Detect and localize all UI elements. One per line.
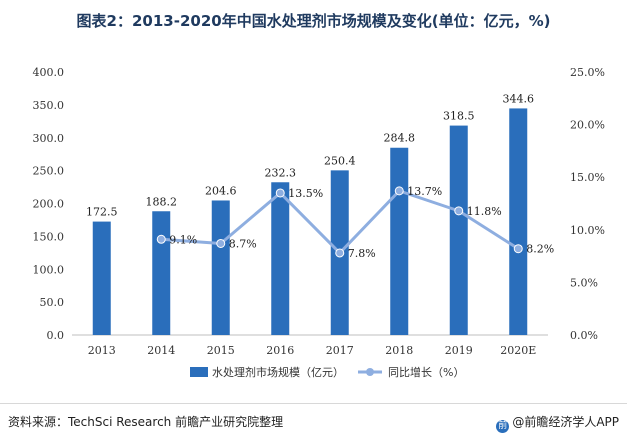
- growth-point: [394, 186, 404, 196]
- category-label: 2018: [385, 344, 413, 357]
- left-tick-label: 150.0: [33, 230, 65, 243]
- footer-divider: [0, 403, 627, 404]
- category-label: 2014: [147, 344, 175, 357]
- growth-line-series: [156, 186, 523, 258]
- footer: 资料来源：TechSci Research 前瞻产业研究院整理 前 @前瞻经济学人…: [8, 410, 619, 433]
- growth-point: [513, 244, 523, 254]
- category-label: 2013: [88, 344, 116, 357]
- left-tick-label: 200.0: [33, 198, 65, 211]
- brand-credit: 前 @前瞻经济学人APP: [496, 413, 619, 433]
- brand-logo-icon: 前: [496, 420, 510, 433]
- bar-value-label: 344.6: [503, 92, 535, 105]
- left-tick-label: 400.0: [33, 66, 65, 79]
- growth-value-labels: 9.1% 8.7% 13.5% 7.8% 13.7% 11.8% 8.2%: [169, 185, 554, 260]
- bar: [390, 147, 409, 335]
- legend: 水处理剂市场规模（亿元） 同比增长（%）: [190, 365, 464, 379]
- left-axis-ticks: 0.0 50.0 100.0 150.0 200.0 250.0 300.0 350.0 400…: [33, 66, 65, 342]
- growth-value-label: 7.8%: [348, 247, 376, 260]
- right-tick-label: 5.0%: [570, 276, 598, 289]
- bar: [509, 108, 528, 335]
- bar: [271, 182, 290, 335]
- growth-point: [156, 234, 166, 244]
- brand-text: @前瞻经济学人APP: [512, 415, 619, 429]
- right-tick-label: 25.0%: [570, 66, 605, 79]
- right-tick-label: 15.0%: [570, 171, 605, 184]
- bar: [152, 211, 171, 335]
- right-tick-label: 0.0%: [570, 329, 598, 342]
- bar-value-label: 232.3: [265, 166, 297, 179]
- category-label: 2017: [326, 344, 354, 357]
- category-label: 2016: [266, 344, 294, 357]
- bar-value-label: 250.4: [324, 154, 356, 167]
- bar: [92, 221, 111, 335]
- growth-point: [275, 188, 285, 198]
- growth-value-label: 11.8%: [467, 205, 502, 218]
- growth-value-label: 8.7%: [229, 237, 257, 250]
- bar-value-label: 172.5: [86, 206, 118, 219]
- legend-line-marker: [366, 368, 374, 376]
- bar-value-label: 318.5: [443, 110, 475, 123]
- growth-value-label: 9.1%: [169, 233, 197, 246]
- growth-point: [335, 248, 345, 258]
- right-axis-ticks: 0.0% 5.0% 10.0% 15.0% 20.0% 25.0%: [570, 66, 605, 342]
- bar-value-label: 284.8: [384, 132, 416, 145]
- bar-series: [92, 108, 528, 336]
- left-tick-label: 300.0: [33, 132, 65, 145]
- left-tick-label: 350.0: [33, 99, 65, 112]
- growth-value-label: 13.7%: [407, 185, 442, 198]
- category-label: 2015: [207, 344, 235, 357]
- left-tick-label: 50.0: [40, 296, 65, 309]
- bar: [211, 200, 230, 335]
- growth-value-label: 8.2%: [526, 243, 554, 256]
- bar-value-label: 188.2: [146, 195, 178, 208]
- category-label: 2020E: [500, 344, 536, 357]
- right-tick-label: 20.0%: [570, 119, 605, 132]
- category-label: 2019: [445, 344, 473, 357]
- bar: [449, 125, 468, 336]
- growth-point: [216, 238, 226, 248]
- bar-value-label: 204.6: [205, 184, 237, 197]
- legend-line-label: 同比增长（%）: [388, 365, 464, 379]
- legend-bar-label: 水处理剂市场规模（亿元）: [212, 365, 344, 379]
- growth-point: [454, 206, 464, 216]
- right-tick-label: 10.0%: [570, 224, 605, 237]
- legend-bar-swatch: [190, 367, 208, 377]
- bar-value-labels: 172.5 188.2 204.6 232.3 250.4 284.8 318.5 344.6: [86, 92, 534, 218]
- source-note: 资料来源：TechSci Research 前瞻产业研究院整理: [8, 415, 284, 429]
- category-labels: 2013 2014 2015 2016 2017 2018 2019 2020E: [88, 344, 537, 357]
- chart-title: 图表2：2013-2020年中国水处理剂市场规模及变化(单位：亿元，%): [76, 12, 551, 30]
- left-tick-label: 0.0: [47, 329, 65, 342]
- left-tick-label: 250.0: [33, 165, 65, 178]
- left-tick-label: 100.0: [33, 263, 65, 276]
- growth-value-label: 13.5%: [288, 187, 323, 200]
